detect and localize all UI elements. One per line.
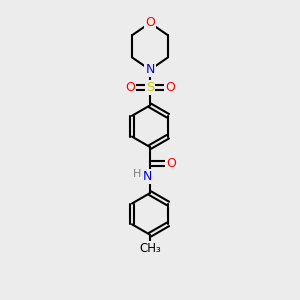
Text: CH₃: CH₃ [139,242,161,255]
Text: O: O [167,157,176,170]
Text: H: H [133,169,142,179]
Text: O: O [165,81,175,94]
Text: O: O [145,16,155,29]
Text: N: N [142,170,152,183]
Text: N: N [145,63,155,76]
Text: O: O [125,81,135,94]
Text: S: S [146,81,154,94]
